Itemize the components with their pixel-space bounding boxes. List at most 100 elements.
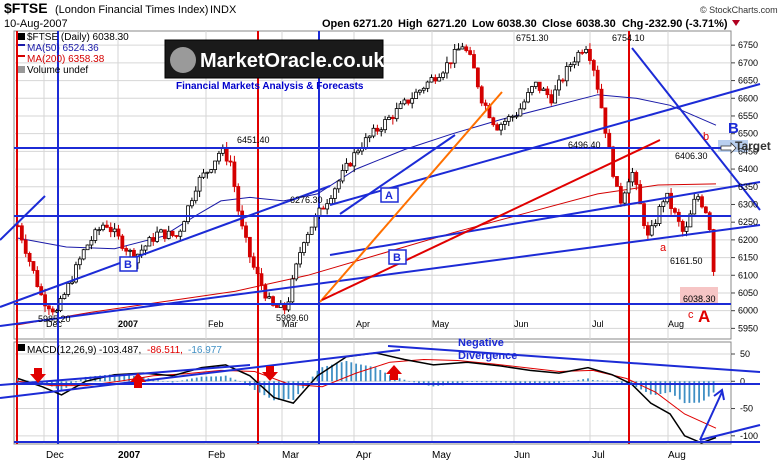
candle-body [302, 243, 305, 253]
candle-body [673, 209, 676, 213]
candle-body [260, 274, 263, 286]
price-y-tick-label: 6000 [738, 306, 758, 316]
candle-body [418, 90, 421, 92]
price-y-tick-label: 6150 [738, 253, 758, 263]
macd-hist-bar [384, 373, 386, 382]
candle-body [349, 163, 352, 166]
candle-body [639, 185, 642, 204]
macd-hist-bar [568, 381, 570, 382]
macd-hist-bar [167, 381, 169, 382]
candle-body [341, 170, 344, 181]
price-label-low-dec: 5985.20 [38, 314, 71, 324]
candle-body [337, 181, 340, 189]
candle-body [24, 240, 27, 253]
wave-b2-label: B [393, 252, 401, 264]
candle-body [573, 62, 576, 65]
macd-hist-bar [210, 377, 212, 382]
candle-body [67, 283, 70, 294]
divergence-label-2: Divergence [458, 350, 517, 362]
candle-body [511, 116, 514, 117]
candle-body [461, 47, 464, 49]
macd-hist-bar [336, 363, 338, 381]
candle-body [51, 309, 54, 312]
candle-body [542, 89, 545, 90]
macd-hist-bar [196, 378, 198, 382]
macd-hist-bar [606, 381, 608, 382]
candle-body [248, 237, 251, 256]
candle-body [117, 229, 120, 236]
candle-body [422, 88, 425, 90]
macd-hist-bar [577, 380, 579, 381]
macd-hist-bar [490, 381, 492, 382]
candle-body [105, 225, 108, 227]
macd-y-tick-label: -100 [740, 431, 758, 441]
candle-body [515, 116, 518, 117]
price-y-tick-label: 6200 [738, 235, 758, 245]
price-y-tick-label: 6600 [738, 93, 758, 103]
candle-body [643, 204, 646, 226]
candle-body [600, 89, 603, 108]
macd-legend-v3: -16.977 [188, 345, 222, 356]
candle-body [608, 133, 611, 147]
macd-hist-bar [592, 380, 594, 381]
candle-body [183, 222, 186, 232]
x-label-feb: Feb [208, 319, 224, 329]
candle-body [546, 89, 549, 95]
x-label-may: May [432, 319, 450, 329]
exchange: INDX [210, 4, 237, 16]
macd-hist-bar [404, 380, 406, 382]
macd-hist-bar [234, 380, 236, 382]
macd-hist-bar [563, 381, 565, 382]
candle-body [55, 311, 58, 312]
close-label: Close [542, 18, 572, 30]
candle-body [175, 236, 178, 237]
candle-body [391, 117, 394, 118]
macd-hist-bar [505, 381, 507, 382]
macd-hist-bar [225, 376, 227, 382]
candle-body [550, 95, 553, 103]
candle-body [565, 67, 568, 81]
candle-body [109, 227, 112, 231]
legend-volume: Volume undef [27, 65, 88, 76]
candle-body [581, 52, 584, 53]
macd-hist-bar [510, 381, 512, 382]
candle-body [306, 234, 309, 242]
macd-y-tick-label: 50 [740, 349, 750, 359]
macd-hist-bar [558, 381, 560, 383]
candle-body [627, 182, 630, 193]
logo-title: MarketOracle.co.uk [200, 50, 385, 72]
candle-body [380, 130, 383, 131]
macd-hist-bar [548, 381, 550, 383]
candle-body [480, 87, 483, 103]
candle-body [650, 226, 653, 235]
price-y-tick-label: 6750 [738, 40, 758, 50]
macd-hist-bar [201, 377, 203, 382]
macd-y-tick-label: -50 [740, 404, 753, 414]
legend-ma50: MA(50) 6524.36 [27, 43, 99, 54]
macd-hist-bar [471, 381, 473, 382]
macd-hist-bar [254, 381, 256, 390]
macd-hist-bar [186, 379, 188, 381]
open-label: Open [322, 18, 350, 30]
candle-body [426, 82, 429, 88]
candle-body [670, 193, 673, 208]
macd-hist-bar [350, 362, 352, 381]
price-label-jul-low: 6496.40 [568, 140, 601, 150]
candle-body [295, 264, 298, 279]
macd-hist-bar [553, 381, 555, 383]
candle-body [704, 207, 707, 213]
legend-price-swatch [18, 33, 25, 40]
price-label-aug-bounce: 6406.30 [675, 151, 708, 161]
macd-hist-bar [215, 376, 217, 381]
high-label: High [398, 18, 423, 30]
candle-body [310, 227, 313, 234]
x-label-jun: Jun [514, 319, 529, 329]
candle-body [125, 248, 128, 251]
candle-body [330, 198, 333, 203]
candle-body [144, 246, 147, 250]
macd-hist-bar [408, 381, 410, 382]
candle-body [387, 117, 390, 119]
price-y-tick-label: 6500 [738, 129, 758, 139]
macd-x-label-2007: 2007 [118, 450, 141, 461]
macd-hist-bar [462, 381, 464, 383]
